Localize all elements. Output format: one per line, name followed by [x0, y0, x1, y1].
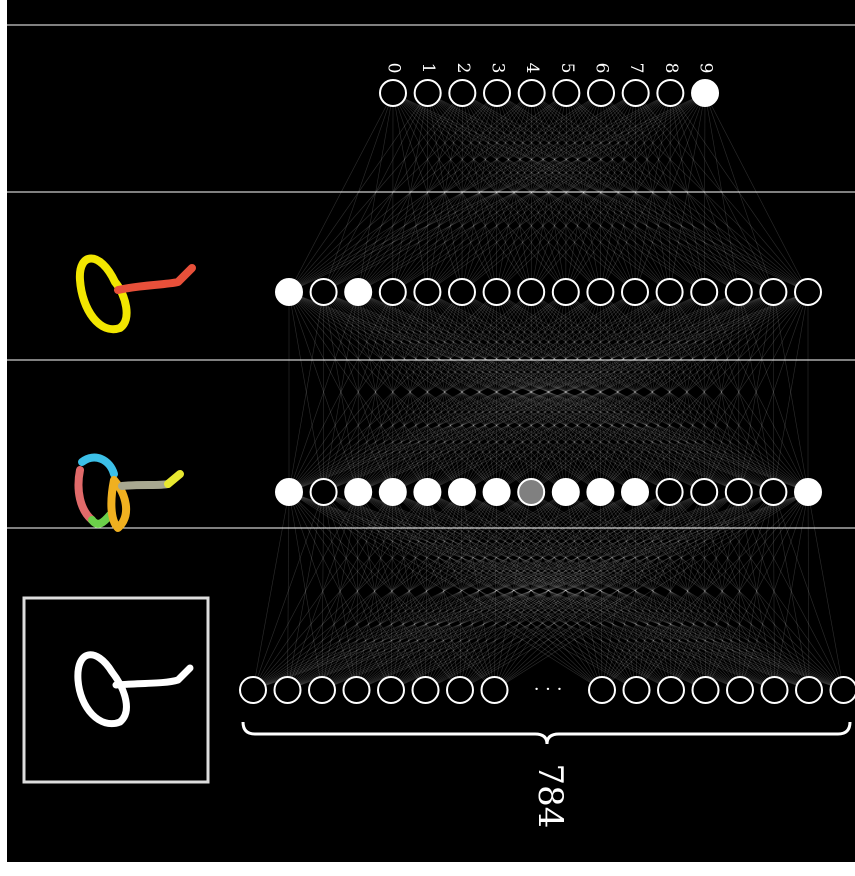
neuron — [589, 677, 615, 703]
output-label: 2 — [453, 63, 473, 74]
page: · · · 784 0123456789 (() => { const data… — [0, 0, 855, 876]
output-label: 4 — [522, 63, 542, 74]
neuron — [447, 677, 473, 703]
part — [122, 484, 168, 486]
network-scene: · · · 784 0 1 2 3 4 5 6 7 8 9 — [0, 0, 855, 876]
output-label: 6 — [592, 63, 612, 74]
neuron — [380, 479, 406, 505]
neuron — [795, 479, 821, 505]
neuron — [693, 677, 719, 703]
neuron — [691, 479, 717, 505]
neuron — [657, 80, 683, 106]
neuron — [727, 677, 753, 703]
neuron — [484, 479, 510, 505]
neuron — [311, 479, 337, 505]
neuron — [553, 479, 579, 505]
output-label: 5 — [557, 63, 577, 74]
neuron — [380, 80, 406, 106]
neuron — [831, 677, 855, 703]
neuron — [622, 279, 648, 305]
neuron — [726, 279, 752, 305]
neuron — [484, 279, 510, 305]
output-label: 8 — [661, 63, 681, 74]
neuron — [449, 279, 475, 305]
neuron — [624, 677, 650, 703]
neuron — [413, 677, 439, 703]
neuron — [518, 279, 544, 305]
neuron — [795, 279, 821, 305]
neuron — [344, 677, 370, 703]
neuron — [380, 279, 406, 305]
neuron — [345, 279, 371, 305]
neuron — [276, 479, 302, 505]
neuron — [553, 80, 579, 106]
neuron — [587, 279, 613, 305]
neuron — [692, 80, 718, 106]
neuron — [796, 677, 822, 703]
neuron — [345, 479, 371, 505]
neuron — [691, 279, 717, 305]
neuron — [240, 677, 266, 703]
neuron — [518, 479, 544, 505]
neuron — [726, 479, 752, 505]
neuron — [415, 80, 441, 106]
input-count: 784 — [530, 764, 570, 829]
neuron — [760, 479, 786, 505]
neuron — [657, 279, 683, 305]
neuron — [658, 677, 684, 703]
neuron — [623, 80, 649, 106]
neuron — [276, 279, 302, 305]
neuron — [657, 479, 683, 505]
neuron — [378, 677, 404, 703]
neuron — [622, 479, 648, 505]
neuron — [760, 279, 786, 305]
neuron — [484, 80, 510, 106]
output-label: 3 — [488, 63, 508, 74]
neuron — [311, 279, 337, 305]
neuron — [449, 80, 475, 106]
output-label: 9 — [696, 63, 716, 74]
output-label: 0 — [384, 63, 404, 74]
neuron — [588, 80, 614, 106]
neuron — [519, 80, 545, 106]
neuron — [587, 479, 613, 505]
neuron — [309, 677, 335, 703]
neuron — [762, 677, 788, 703]
neuron — [449, 479, 475, 505]
neuron — [414, 479, 440, 505]
neuron — [275, 677, 301, 703]
neuron — [414, 279, 440, 305]
output-label: 7 — [626, 63, 646, 74]
ellipsis: · · · — [534, 679, 563, 700]
neuron — [482, 677, 508, 703]
output-label: 1 — [418, 63, 438, 74]
neuron — [553, 279, 579, 305]
